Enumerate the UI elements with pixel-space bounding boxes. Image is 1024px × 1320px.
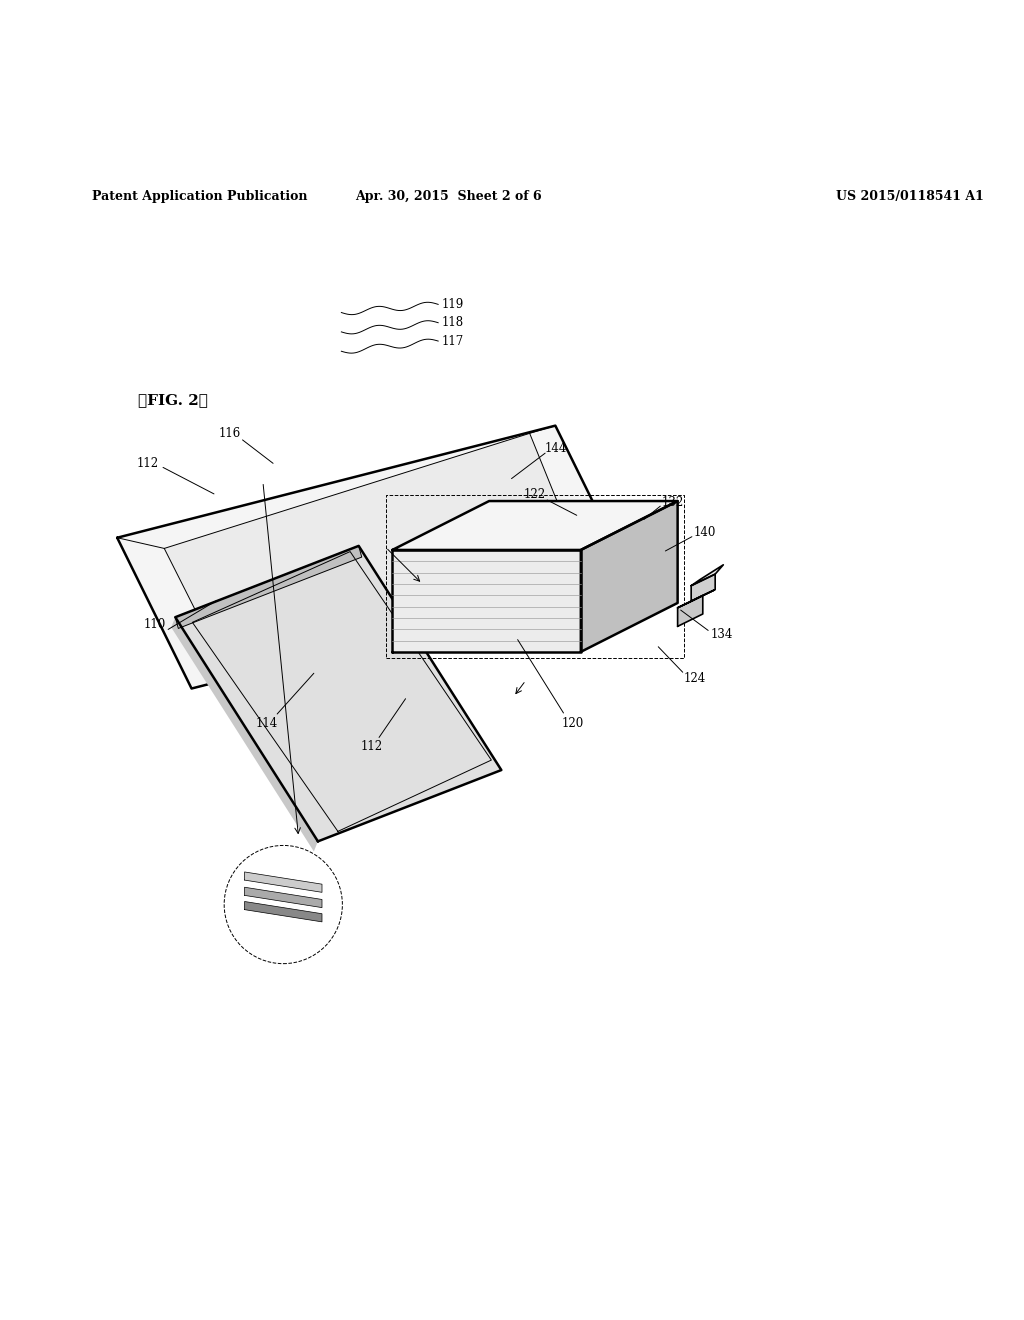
Text: 114: 114 — [256, 717, 279, 730]
Polygon shape — [691, 565, 723, 586]
Text: 110: 110 — [143, 618, 166, 631]
Text: 124: 124 — [684, 672, 707, 685]
Text: 119: 119 — [441, 298, 464, 312]
Text: 140: 140 — [694, 527, 717, 539]
Text: Apr. 30, 2015  Sheet 2 of 6: Apr. 30, 2015 Sheet 2 of 6 — [355, 190, 542, 203]
Polygon shape — [175, 546, 361, 628]
Text: 132: 132 — [662, 495, 684, 508]
Text: 117: 117 — [441, 334, 464, 347]
Text: 144: 144 — [544, 442, 566, 454]
Polygon shape — [581, 502, 678, 652]
Text: 122: 122 — [524, 488, 546, 502]
Polygon shape — [678, 595, 702, 627]
Text: 118: 118 — [441, 317, 463, 329]
Polygon shape — [164, 433, 583, 678]
Text: 120: 120 — [561, 717, 584, 730]
Polygon shape — [245, 887, 322, 908]
Text: US 2015/0118541 A1: US 2015/0118541 A1 — [836, 190, 983, 203]
Polygon shape — [678, 590, 715, 607]
Text: 112: 112 — [360, 741, 383, 754]
Polygon shape — [117, 425, 630, 689]
Polygon shape — [392, 502, 678, 550]
Text: 116: 116 — [218, 428, 241, 441]
Polygon shape — [691, 574, 715, 601]
Text: 112: 112 — [136, 457, 159, 470]
Polygon shape — [175, 546, 502, 841]
Polygon shape — [245, 902, 322, 921]
Polygon shape — [392, 550, 581, 652]
Polygon shape — [245, 873, 322, 892]
Text: 【FIG. 2】: 【FIG. 2】 — [137, 393, 208, 407]
Polygon shape — [171, 618, 317, 851]
Text: Patent Application Publication: Patent Application Publication — [92, 190, 307, 203]
Text: 134: 134 — [711, 628, 732, 642]
